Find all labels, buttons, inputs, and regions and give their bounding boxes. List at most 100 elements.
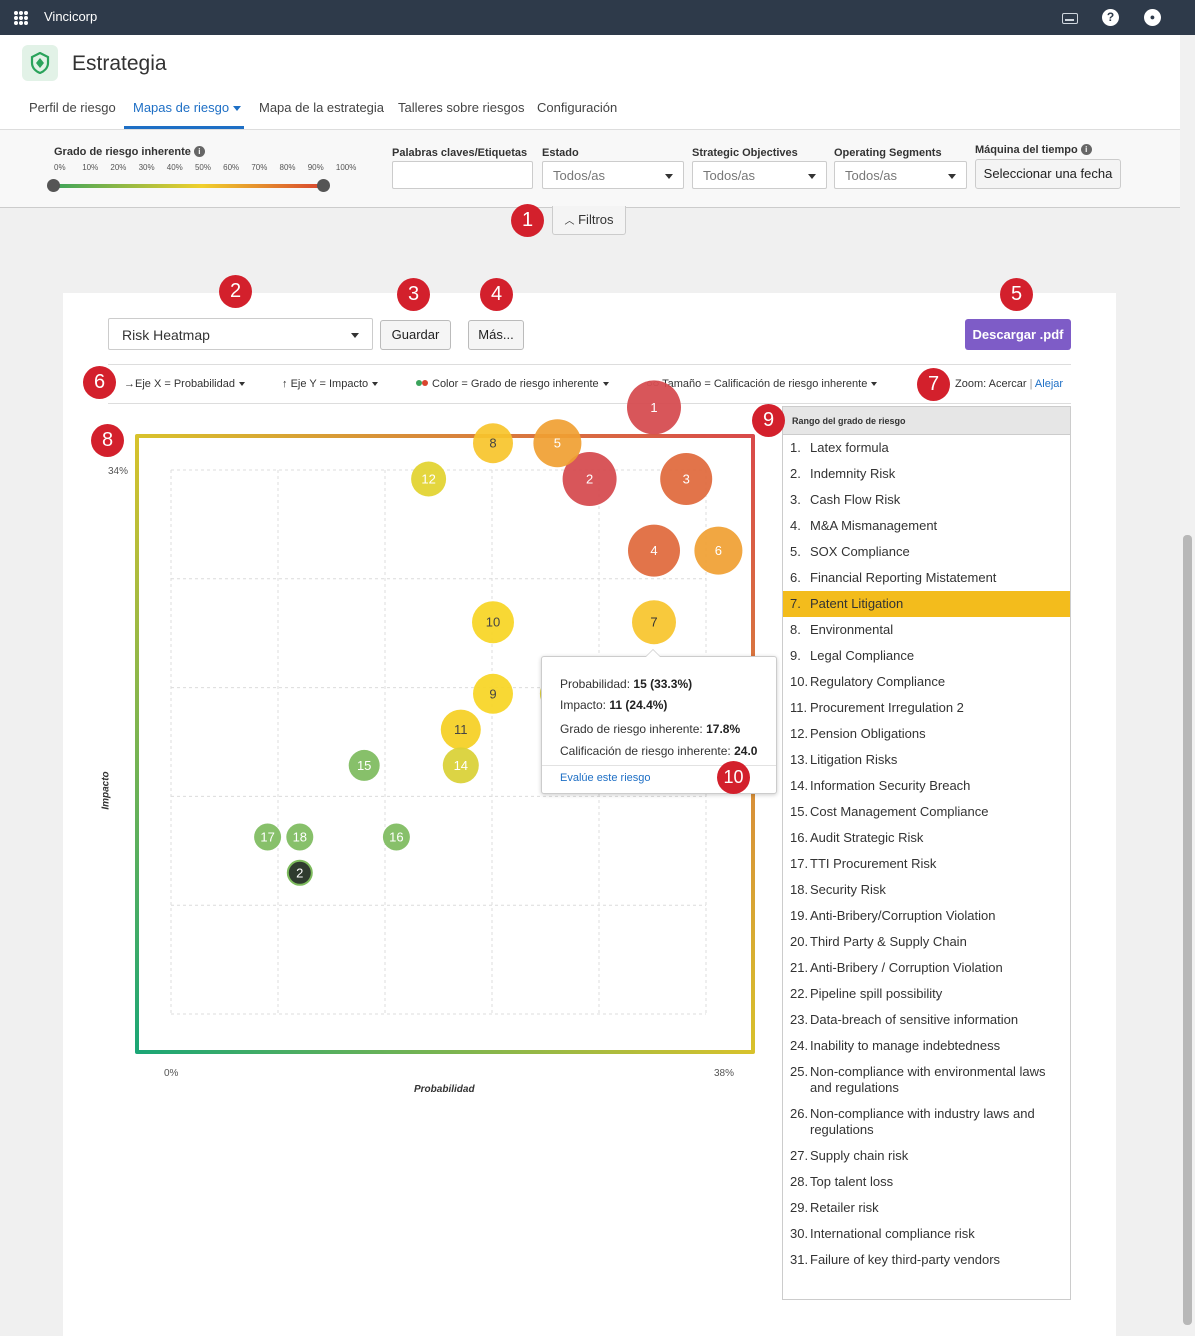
risk-bubble[interactable] — [562, 452, 617, 506]
color-selector[interactable]: Color = Grado de riesgo inherente — [416, 378, 609, 390]
list-item[interactable]: 17. TTI Procurement Risk — [783, 851, 1070, 877]
risk-bubble[interactable] — [442, 747, 479, 784]
list-item-label: Legal Compliance — [810, 648, 915, 663]
list-item[interactable]: 25. Non-compliance with environmental law… — [783, 1059, 1070, 1101]
risk-bubble[interactable] — [254, 823, 282, 851]
risk-bubble[interactable] — [660, 453, 713, 505]
list-item-label: Environmental — [810, 622, 894, 637]
risk-bubble[interactable] — [472, 601, 514, 644]
risk-bubble-label: 2 — [586, 472, 593, 487]
list-item[interactable]: 22. Pipeline spill possibility — [783, 981, 1070, 1007]
view-select[interactable]: Risk Heatmap — [108, 318, 373, 350]
page-scrollbar[interactable] — [1180, 35, 1195, 1336]
list-item[interactable]: 10. Regulatory Compliance — [783, 669, 1070, 695]
list-item-number: 29. — [790, 1200, 809, 1215]
risk-bubble[interactable] — [440, 709, 481, 750]
risk-bubble[interactable] — [628, 524, 680, 577]
more-button[interactable]: Más... — [468, 320, 524, 350]
list-item[interactable]: 13. Litigation Risks — [783, 747, 1070, 773]
tab-mapa-de-la-estrategia[interactable]: Mapa de la estrategia — [259, 100, 385, 115]
risk-bubble[interactable] — [473, 423, 513, 464]
risk-bubble[interactable] — [694, 526, 743, 575]
list-item[interactable]: 29. Retailer risk — [783, 1195, 1070, 1221]
list-item-label: Audit Strategic Risk — [810, 830, 924, 845]
list-item[interactable]: 15. Cost Management Compliance — [783, 799, 1070, 825]
risk-bubble-label: 8 — [489, 436, 496, 451]
tick: 20% — [110, 163, 127, 172]
user-account-icon[interactable]: ● — [1144, 9, 1161, 26]
download-pdf-button[interactable]: Descargar .pdf — [965, 319, 1071, 350]
list-item[interactable]: 1. Latex formula — [783, 435, 1070, 461]
list-item[interactable]: 20. Third Party & Supply Chain — [783, 929, 1070, 955]
evaluate-risk-link[interactable]: Evalúe este riesgo — [560, 772, 651, 784]
list-item[interactable]: 31. Failure of key third-party vendors — [783, 1247, 1070, 1273]
list-item[interactable]: 2. Indemnity Risk — [783, 461, 1070, 487]
keywords-input[interactable] — [392, 161, 533, 189]
zoom-out-link[interactable]: Alejar — [1034, 378, 1064, 390]
list-item[interactable]: 14. Information Security Breach — [783, 773, 1070, 799]
zoom-in-button[interactable]: Acercar — [988, 378, 1027, 390]
color-dot-icon — [416, 380, 422, 386]
x-axis-selector[interactable]: →Eje X = Probabilidad — [124, 378, 245, 390]
list-item[interactable]: 9. Legal Compliance — [783, 643, 1070, 669]
risk-bubble[interactable] — [632, 600, 676, 645]
list-item[interactable]: 3. Cash Flow Risk — [783, 487, 1070, 513]
list-item[interactable]: 4. M&A Mismanagement — [783, 513, 1070, 539]
y-axis-selector[interactable]: ↑ Eje Y = Impacto — [282, 378, 379, 390]
list-item[interactable]: 21. Anti-Bribery / Corruption Violation — [783, 955, 1070, 981]
risk-bubble[interactable] — [286, 823, 314, 851]
y-axis-title: Impacto — [100, 771, 112, 810]
risk-bubble[interactable] — [473, 673, 513, 714]
tick: 0% — [54, 163, 66, 172]
save-button[interactable]: Guardar — [380, 320, 451, 350]
strategy-logo-icon — [22, 45, 58, 81]
apps-grid-icon[interactable] — [14, 11, 28, 25]
tab-configuracion[interactable]: Configuración — [537, 100, 618, 115]
keyboard-icon[interactable] — [1062, 13, 1078, 24]
risk-bubble[interactable] — [411, 461, 447, 497]
list-item[interactable]: 6. Financial Reporting Mistatement — [783, 565, 1070, 591]
tab-perfil-de-riesgo[interactable]: Perfil de riesgo — [29, 100, 116, 115]
list-item[interactable]: 7. Patent Litigation — [783, 591, 1070, 617]
risk-bubble[interactable] — [533, 419, 582, 468]
segments-select[interactable]: Todos/as — [834, 161, 967, 189]
list-item-label: TTI Procurement Risk — [810, 856, 937, 871]
list-item[interactable]: 11. Procurement Irregulation 2 — [783, 695, 1070, 721]
select-date-button[interactable]: Seleccionar una fecha — [975, 159, 1121, 189]
list-item-label: Anti-Bribery / Corruption Violation — [810, 960, 1003, 975]
list-item[interactable]: 12. Pension Obligations — [783, 721, 1070, 747]
slider-max-handle[interactable] — [317, 179, 330, 192]
list-item[interactable]: 30. International compliance risk — [783, 1221, 1070, 1247]
info-icon[interactable]: i — [193, 146, 205, 157]
slider-min-handle[interactable] — [47, 179, 60, 192]
list-item[interactable]: 28. Top talent loss — [783, 1169, 1070, 1195]
list-item-number: 4. — [790, 518, 801, 533]
risk-bubble[interactable] — [382, 823, 410, 851]
list-item[interactable]: 8. Environmental — [783, 617, 1070, 643]
tab-mapas-de-riesgo[interactable]: Mapas de riesgo — [133, 100, 242, 115]
list-item[interactable]: 23. Data-breach of sensitive information — [783, 1007, 1070, 1033]
list-item[interactable]: 5. SOX Compliance — [783, 539, 1070, 565]
risk-bubble-label: 17 — [260, 830, 274, 845]
scrollbar-thumb[interactable] — [1183, 535, 1192, 1325]
risk-bubble[interactable] — [348, 749, 380, 781]
objectives-select[interactable]: Todos/as — [692, 161, 827, 189]
filters-toggle-button[interactable]: ︿ Filtros — [552, 206, 626, 235]
tab-talleres-sobre-riesgos[interactable]: Talleres sobre riesgos — [398, 100, 525, 115]
list-item-number: 22. — [790, 986, 809, 1001]
list-item[interactable]: 16. Audit Strategic Risk — [783, 825, 1070, 851]
list-item[interactable]: 18. Security Risk — [783, 877, 1070, 903]
list-item[interactable]: 26. Non-compliance with industry laws and… — [783, 1101, 1070, 1143]
estado-select[interactable]: Todos/as — [542, 161, 684, 189]
info-icon[interactable]: i — [1080, 144, 1092, 155]
grade-range-slider[interactable] — [52, 184, 324, 188]
list-item[interactable]: 19. Anti-Bribery/Corruption Violation — [783, 903, 1070, 929]
list-item[interactable]: 27. Supply chain risk — [783, 1143, 1070, 1169]
chevron-down-icon — [665, 174, 673, 179]
risk-bubble-label: 1 — [650, 400, 657, 415]
risk-bubble[interactable] — [286, 859, 313, 886]
help-icon[interactable]: ? — [1102, 9, 1119, 26]
risk-bubble[interactable] — [627, 380, 681, 435]
chevron-up-icon: ︿ — [564, 216, 575, 227]
list-item[interactable]: 24. Inability to manage indebtedness — [783, 1033, 1070, 1059]
